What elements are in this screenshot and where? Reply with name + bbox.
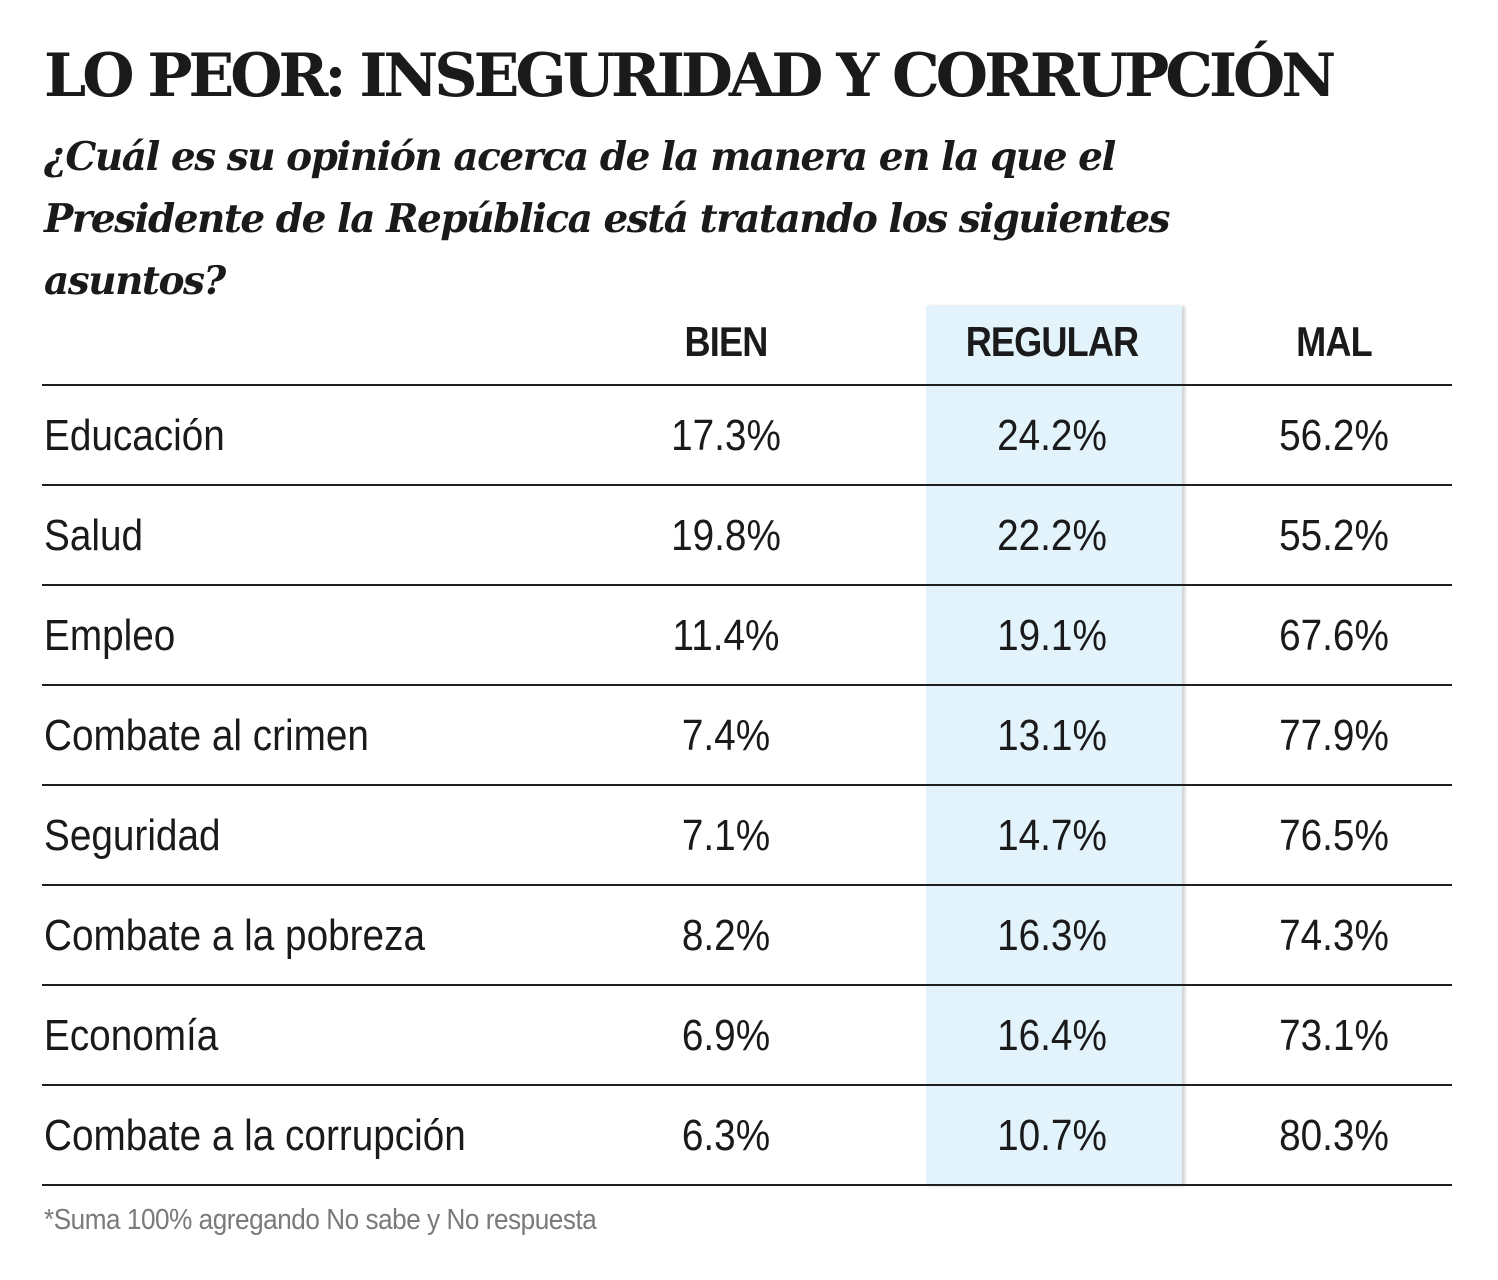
value-cell-bien: 19.8% <box>671 511 781 560</box>
value-cell-regular: 10.7% <box>997 1111 1107 1160</box>
value-cell-bien: 11.4% <box>672 611 780 660</box>
table-rule <box>42 384 1452 386</box>
value-cell-bien: 17.3% <box>671 411 781 460</box>
value-cell-regular: 24.2% <box>997 411 1107 460</box>
value-cell-bien: 7.1% <box>681 811 771 860</box>
value-cell-regular: 13.1% <box>997 711 1107 760</box>
footnote: *Suma 100% agregando No sabe y No respue… <box>44 1204 597 1236</box>
table-rule <box>42 684 1452 686</box>
table-row: Combate a la corrupción 6.3% 10.7% 80.3% <box>0 1086 1498 1186</box>
column-header-mal: MAL <box>1296 318 1373 365</box>
chart-title: LO PEOR: INSEGURIDAD Y CORRUPCIÓN <box>44 41 1336 111</box>
table-row: Combate a la pobreza 8.2% 16.3% 74.3% <box>0 886 1498 986</box>
value-cell-bien: 6.9% <box>681 1011 771 1060</box>
table-rule <box>42 1084 1452 1086</box>
table-row: Combate al crimen 7.4% 13.1% 77.9% <box>0 686 1498 786</box>
row-label: Educación <box>44 411 225 460</box>
table-rule <box>42 984 1452 986</box>
value-cell-mal: 74.3% <box>1279 911 1389 960</box>
value-cell-regular: 16.3% <box>997 911 1107 960</box>
row-label: Combate al crimen <box>44 711 369 760</box>
value-cell-mal: 77.9% <box>1279 711 1389 760</box>
value-cell-mal: 67.6% <box>1279 611 1389 660</box>
table-rule <box>42 1184 1452 1186</box>
column-header-bien: BIEN <box>684 318 769 365</box>
table-row: Empleo 11.4% 19.1% 67.6% <box>0 586 1498 686</box>
value-cell-mal: 76.5% <box>1279 811 1389 860</box>
value-cell-mal: 55.2% <box>1279 511 1389 560</box>
value-cell-mal: 56.2% <box>1279 411 1389 460</box>
value-cell-regular: 14.7% <box>997 811 1107 860</box>
value-cell-regular: 22.2% <box>997 511 1107 560</box>
regular-column-highlight <box>926 306 1182 1186</box>
value-cell-regular: 19.1% <box>997 611 1107 660</box>
value-cell-bien: 7.4% <box>681 711 771 760</box>
value-cell-bien: 8.2% <box>681 911 771 960</box>
row-label: Combate a la pobreza <box>44 911 425 960</box>
row-label: Salud <box>44 511 144 560</box>
row-label: Empleo <box>44 611 176 660</box>
table-rule <box>42 884 1452 886</box>
table-row: Salud 19.8% 22.2% 55.2% <box>0 486 1498 586</box>
table-row: Seguridad 7.1% 14.7% 76.5% <box>0 786 1498 886</box>
table-rule <box>42 584 1452 586</box>
table-row: Educación 17.3% 24.2% 56.2% <box>0 386 1498 486</box>
table-row: Economía 6.9% 16.4% 73.1% <box>0 986 1498 1086</box>
value-cell-mal: 80.3% <box>1279 1111 1389 1160</box>
column-header-regular: REGULAR <box>965 318 1139 365</box>
row-label: Seguridad <box>44 811 221 860</box>
chart-subtitle: ¿Cuál es su opinión acerca de la manera … <box>44 134 1170 304</box>
row-label: Economía <box>44 1011 219 1060</box>
value-cell-regular: 16.4% <box>997 1011 1107 1060</box>
value-cell-bien: 6.3% <box>681 1111 771 1160</box>
table-rule <box>42 784 1452 786</box>
row-label: Combate a la corrupción <box>44 1111 466 1160</box>
value-cell-mal: 73.1% <box>1279 1011 1389 1060</box>
table-rule <box>42 484 1452 486</box>
